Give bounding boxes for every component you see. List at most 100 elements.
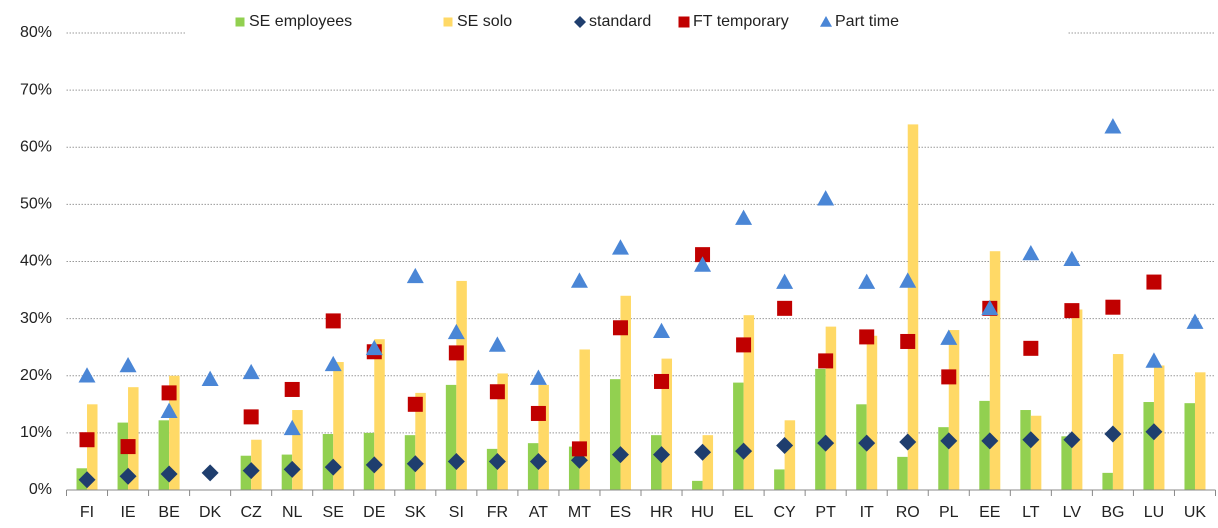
marker: [941, 369, 957, 385]
marker: [776, 273, 794, 289]
marker: [1145, 423, 1163, 441]
y-tick-label: 80%: [20, 24, 52, 41]
bar: [1153, 365, 1165, 490]
marker: [817, 190, 835, 206]
bar: [1184, 403, 1195, 490]
marker: [119, 467, 137, 485]
bar: [938, 427, 949, 490]
marker: [488, 452, 506, 470]
bar: [363, 432, 375, 490]
x-tick-label: IE: [120, 504, 135, 521]
marker: [694, 256, 712, 272]
marker: [447, 452, 465, 470]
x-tick-label: BE: [158, 504, 179, 521]
bar: [979, 400, 990, 490]
marker: [940, 432, 958, 450]
marker: [1146, 274, 1162, 290]
bar: [897, 456, 908, 490]
bar: [661, 358, 673, 490]
marker: [406, 455, 424, 473]
marker: [899, 433, 917, 451]
marker: [735, 209, 753, 225]
bar: [784, 420, 796, 490]
marker: [981, 432, 999, 450]
marker: [242, 462, 260, 480]
y-tick-label: 40%: [20, 253, 52, 270]
marker: [1022, 431, 1040, 449]
legend-background: [185, 8, 1067, 38]
bar: [374, 339, 385, 490]
bar: [169, 375, 180, 490]
marker: [447, 323, 465, 340]
bar: [128, 387, 139, 490]
bar: [774, 469, 785, 490]
bar: [486, 448, 498, 490]
marker: [735, 442, 753, 460]
x-tick-label: FR: [487, 504, 508, 521]
marker: [488, 336, 506, 352]
marker: [407, 396, 423, 412]
marker: [324, 458, 342, 476]
bar: [702, 435, 714, 490]
y-tick-label: 30%: [20, 310, 52, 327]
marker: [571, 441, 587, 457]
bar: [1071, 309, 1083, 490]
marker: [1186, 313, 1204, 329]
x-tick-label: ES: [610, 504, 631, 521]
marker: [1104, 118, 1122, 134]
y-tick-label: 70%: [20, 81, 52, 98]
marker: [694, 443, 712, 461]
bar: [651, 435, 662, 490]
marker: [243, 409, 259, 425]
bar: [743, 315, 755, 490]
marker: [777, 300, 793, 316]
x-tick-label: PT: [815, 504, 836, 521]
bar: [1020, 410, 1031, 490]
bar: [538, 384, 549, 490]
legend-marker: [820, 16, 832, 27]
bar: [333, 362, 344, 490]
legend-marker: [574, 16, 586, 28]
legend-label: standard: [589, 13, 651, 30]
bar: [456, 280, 467, 490]
bar: [620, 295, 631, 490]
marker: [859, 329, 875, 345]
bar: [117, 422, 129, 490]
bar: [989, 251, 1001, 490]
marker: [78, 367, 96, 383]
marker: [406, 267, 424, 284]
marker: [79, 432, 95, 448]
bar: [825, 326, 837, 490]
marker: [653, 446, 671, 464]
marker: [120, 439, 136, 455]
marker: [529, 452, 547, 470]
bar: [158, 420, 170, 490]
bar: [415, 392, 426, 490]
bar: [856, 404, 867, 490]
legend-label: FT temporary: [693, 13, 789, 30]
bar: [292, 410, 303, 490]
marker: [489, 384, 505, 400]
marker: [324, 355, 342, 372]
legend-marker: [443, 17, 453, 27]
marker: [529, 369, 547, 385]
marker: [653, 322, 671, 338]
bar: [1102, 472, 1113, 490]
marker: [899, 272, 917, 288]
marker: [283, 460, 301, 478]
x-tick-label: BG: [1101, 504, 1124, 521]
marker: [736, 337, 752, 353]
marker: [1022, 245, 1040, 261]
y-tick-label: 0%: [29, 481, 52, 498]
marker: [612, 320, 628, 336]
y-tick-label: 10%: [20, 424, 52, 441]
bar: [1061, 436, 1072, 490]
x-tick-label: SI: [449, 504, 464, 521]
marker: [242, 363, 260, 380]
x-tick-label: HR: [650, 504, 673, 521]
x-tick-label: EL: [734, 504, 754, 521]
x-tick-label: LV: [1063, 504, 1082, 521]
marker: [1064, 303, 1080, 319]
bar: [907, 124, 919, 491]
marker: [284, 381, 300, 397]
